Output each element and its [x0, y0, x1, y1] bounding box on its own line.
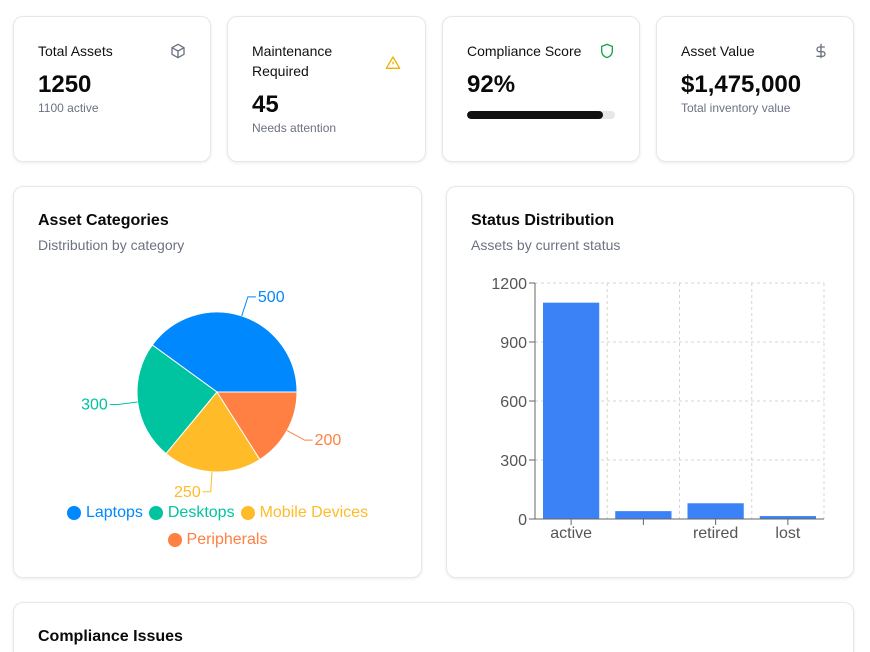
- stat-value: 1250: [38, 71, 92, 98]
- x-tick-label: active: [550, 525, 592, 542]
- pie-label-line: [286, 430, 313, 441]
- bar-chart: active retired lost 0 300 600 900 1200: [491, 276, 825, 542]
- pie-label-line: [109, 401, 138, 406]
- legend-label: Desktops: [167, 504, 235, 521]
- pie-legend: Laptops Desktops Mobile Devices Peripherals: [14, 501, 421, 555]
- cube-icon: [171, 43, 185, 59]
- asset-categories-card: Asset Categories Distribution by categor…: [13, 186, 422, 578]
- stat-value: $1,475,000: [681, 71, 802, 98]
- pie-slice[interactable]: [216, 391, 298, 461]
- stat-subtext: 1100 active: [38, 101, 99, 115]
- stat-value: 92%: [467, 71, 516, 98]
- stat-card-compliance: Compliance Score 92%: [442, 16, 640, 162]
- panel-subtitle: Distribution by category: [38, 237, 185, 253]
- bar[interactable]: [543, 302, 600, 519]
- bar[interactable]: [759, 516, 816, 519]
- stat-card-maintenance: Maintenance Required 45 Needs attention: [227, 16, 426, 162]
- legend-dot: [66, 506, 81, 520]
- stat-card-total-assets: Total Assets 1250 1100 active: [13, 16, 211, 162]
- panel-title: Compliance Issues: [38, 628, 183, 645]
- pie-label-line: [202, 471, 213, 493]
- compliance-issues-card: Compliance Issues: [13, 602, 854, 652]
- y-tick-label: 0: [518, 512, 527, 529]
- legend-label: Peripherals: [186, 531, 268, 548]
- legend-item: Peripherals: [167, 528, 268, 552]
- legend-label: Mobile Devices: [259, 504, 369, 521]
- stat-value: 45: [252, 91, 279, 118]
- legend-label: Laptops: [85, 504, 143, 521]
- legend-dot: [240, 506, 255, 520]
- bar[interactable]: [687, 503, 744, 519]
- stat-title: Total Assets: [38, 43, 113, 59]
- pie-value-label: 500: [258, 289, 285, 306]
- shield-icon: [601, 43, 613, 59]
- stat-card-asset-value: Asset Value $1,475,000 Total inventory v…: [656, 16, 854, 162]
- compliance-progress-bar: [467, 111, 615, 119]
- legend-item: Mobile Devices: [240, 501, 369, 525]
- compliance-progress-fill: [467, 111, 604, 119]
- pie-label-line: [241, 296, 256, 317]
- x-tick-label: lost: [775, 525, 800, 542]
- panel-title: Status Distribution: [471, 212, 615, 229]
- stat-title: Maintenance Required: [252, 43, 333, 79]
- pie-chart: 500 300 250 200: [81, 289, 342, 501]
- bar[interactable]: [615, 511, 672, 519]
- dollar-icon: [816, 43, 826, 59]
- legend-dot: [167, 533, 182, 547]
- pie-value-label: 250: [174, 484, 201, 501]
- y-tick-label: 900: [500, 335, 527, 352]
- y-tick-label: 300: [500, 453, 527, 470]
- y-tick-label: 1200: [491, 276, 527, 293]
- pie-slice[interactable]: [151, 311, 298, 393]
- panel-subtitle: Assets by current status: [471, 237, 621, 253]
- pie-slice[interactable]: [136, 344, 218, 455]
- x-tick-label: retired: [693, 525, 738, 542]
- legend-dot: [148, 506, 163, 520]
- warning-icon: [385, 56, 401, 69]
- panel-title: Asset Categories: [38, 212, 169, 229]
- pie-value-label: 300: [81, 397, 108, 414]
- stat-subtext: Total inventory value: [681, 101, 791, 115]
- stat-title: Compliance Score: [467, 43, 582, 59]
- pie-slice[interactable]: [165, 391, 261, 473]
- status-distribution-card: Status Distribution Assets by current st…: [446, 186, 854, 578]
- legend-item: Desktops: [148, 501, 235, 525]
- pie-value-label: 200: [315, 432, 342, 449]
- y-tick-label: 600: [500, 394, 527, 411]
- legend-item: Laptops: [66, 501, 143, 525]
- stat-title: Asset Value: [681, 43, 755, 59]
- stat-subtext: Needs attention: [252, 121, 337, 135]
